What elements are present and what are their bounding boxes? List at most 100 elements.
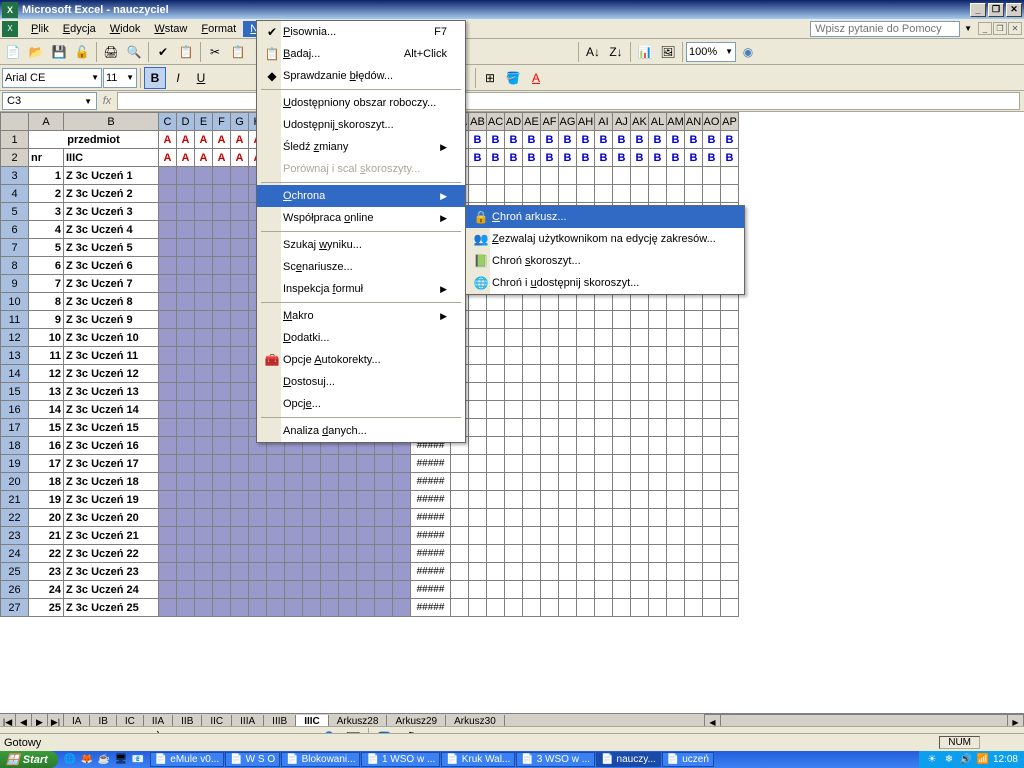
cell[interactable] bbox=[523, 437, 541, 455]
cell[interactable] bbox=[213, 599, 231, 617]
cell[interactable] bbox=[541, 581, 559, 599]
cell[interactable]: A bbox=[195, 149, 213, 167]
cell[interactable] bbox=[721, 509, 739, 527]
cell[interactable] bbox=[321, 581, 339, 599]
row-header[interactable]: 27 bbox=[1, 599, 29, 617]
cell[interactable] bbox=[177, 293, 195, 311]
submenu-item[interactable]: 👥Zezwalaj użytkownikom na edycję zakresó… bbox=[466, 228, 744, 250]
cell[interactable] bbox=[685, 419, 703, 437]
cell[interactable] bbox=[685, 491, 703, 509]
cell[interactable] bbox=[195, 239, 213, 257]
cell[interactable] bbox=[703, 419, 721, 437]
cell[interactable] bbox=[559, 347, 577, 365]
cell[interactable] bbox=[523, 455, 541, 473]
row-header[interactable]: 12 bbox=[1, 329, 29, 347]
cell[interactable] bbox=[703, 455, 721, 473]
cell[interactable] bbox=[469, 311, 487, 329]
cell[interactable] bbox=[339, 455, 357, 473]
submenu-item[interactable]: 🌐Chroń i udostępnij skoroszyt... bbox=[466, 272, 744, 294]
cell[interactable] bbox=[721, 185, 739, 203]
cell[interactable]: 9 bbox=[29, 311, 64, 329]
cell[interactable] bbox=[505, 563, 523, 581]
cell[interactable] bbox=[685, 455, 703, 473]
cell[interactable] bbox=[469, 329, 487, 347]
cell[interactable] bbox=[631, 293, 649, 311]
cell[interactable] bbox=[469, 509, 487, 527]
cell[interactable] bbox=[559, 437, 577, 455]
cell[interactable] bbox=[195, 221, 213, 239]
cell[interactable] bbox=[523, 347, 541, 365]
cell[interactable] bbox=[159, 563, 177, 581]
cell[interactable] bbox=[213, 329, 231, 347]
cell[interactable] bbox=[339, 599, 357, 617]
cell[interactable] bbox=[667, 419, 685, 437]
cell[interactable] bbox=[613, 509, 631, 527]
col-header[interactable]: A bbox=[29, 113, 64, 131]
cell[interactable]: B bbox=[703, 149, 721, 167]
cell[interactable] bbox=[649, 473, 667, 491]
cell[interactable]: B bbox=[541, 131, 559, 149]
cell[interactable] bbox=[375, 545, 393, 563]
cell[interactable] bbox=[195, 581, 213, 599]
cell[interactable] bbox=[487, 311, 505, 329]
cell[interactable] bbox=[177, 365, 195, 383]
cell[interactable] bbox=[393, 545, 411, 563]
cell[interactable]: B bbox=[577, 149, 595, 167]
cell[interactable] bbox=[213, 509, 231, 527]
cell[interactable] bbox=[231, 203, 249, 221]
cell[interactable] bbox=[559, 365, 577, 383]
cell[interactable] bbox=[721, 455, 739, 473]
cell[interactable] bbox=[231, 293, 249, 311]
cell[interactable] bbox=[595, 581, 613, 599]
cell[interactable]: 20 bbox=[29, 509, 64, 527]
cell[interactable] bbox=[159, 293, 177, 311]
cell[interactable] bbox=[685, 563, 703, 581]
cell[interactable] bbox=[685, 365, 703, 383]
col-header[interactable]: AB bbox=[469, 113, 487, 131]
cell[interactable]: B bbox=[613, 131, 631, 149]
cell[interactable]: B bbox=[523, 149, 541, 167]
cell[interactable] bbox=[177, 527, 195, 545]
cell[interactable] bbox=[231, 347, 249, 365]
cell[interactable]: B bbox=[631, 131, 649, 149]
cell[interactable]: Z 3c Uczeń 15 bbox=[64, 419, 159, 437]
ql-icon[interactable]: 🦊 bbox=[79, 752, 95, 768]
cell[interactable] bbox=[357, 509, 375, 527]
cell[interactable] bbox=[523, 545, 541, 563]
cell[interactable]: 24 bbox=[29, 581, 64, 599]
row-header[interactable]: 1 bbox=[1, 131, 29, 149]
cell[interactable] bbox=[213, 347, 231, 365]
cell[interactable]: Z 3c Uczeń 1 bbox=[64, 167, 159, 185]
cell[interactable] bbox=[321, 509, 339, 527]
cell[interactable] bbox=[703, 599, 721, 617]
cell[interactable] bbox=[231, 221, 249, 239]
cell[interactable] bbox=[595, 419, 613, 437]
cell[interactable] bbox=[231, 401, 249, 419]
ql-icon[interactable]: 🖥 bbox=[113, 752, 129, 768]
cell[interactable] bbox=[685, 347, 703, 365]
cell[interactable] bbox=[613, 491, 631, 509]
cell[interactable] bbox=[487, 437, 505, 455]
cell[interactable] bbox=[667, 473, 685, 491]
cell[interactable] bbox=[523, 365, 541, 383]
cell[interactable] bbox=[451, 545, 469, 563]
cell[interactable]: 18 bbox=[29, 473, 64, 491]
cell[interactable] bbox=[339, 581, 357, 599]
cell[interactable] bbox=[541, 401, 559, 419]
spelling-icon[interactable]: ✔ bbox=[152, 41, 174, 63]
cell[interactable] bbox=[721, 167, 739, 185]
tray-icon[interactable]: 🔊 bbox=[959, 753, 973, 767]
cell[interactable] bbox=[721, 401, 739, 419]
menu-item[interactable]: Analiza danych... bbox=[257, 420, 465, 442]
row-header[interactable]: 16 bbox=[1, 401, 29, 419]
cell[interactable]: B bbox=[505, 149, 523, 167]
cell[interactable] bbox=[577, 581, 595, 599]
cell[interactable]: B bbox=[613, 149, 631, 167]
cell[interactable] bbox=[667, 365, 685, 383]
cell[interactable] bbox=[649, 545, 667, 563]
col-header[interactable]: F bbox=[213, 113, 231, 131]
cell[interactable]: A bbox=[231, 131, 249, 149]
cell[interactable] bbox=[577, 329, 595, 347]
col-header[interactable]: AE bbox=[523, 113, 541, 131]
cell[interactable] bbox=[159, 455, 177, 473]
